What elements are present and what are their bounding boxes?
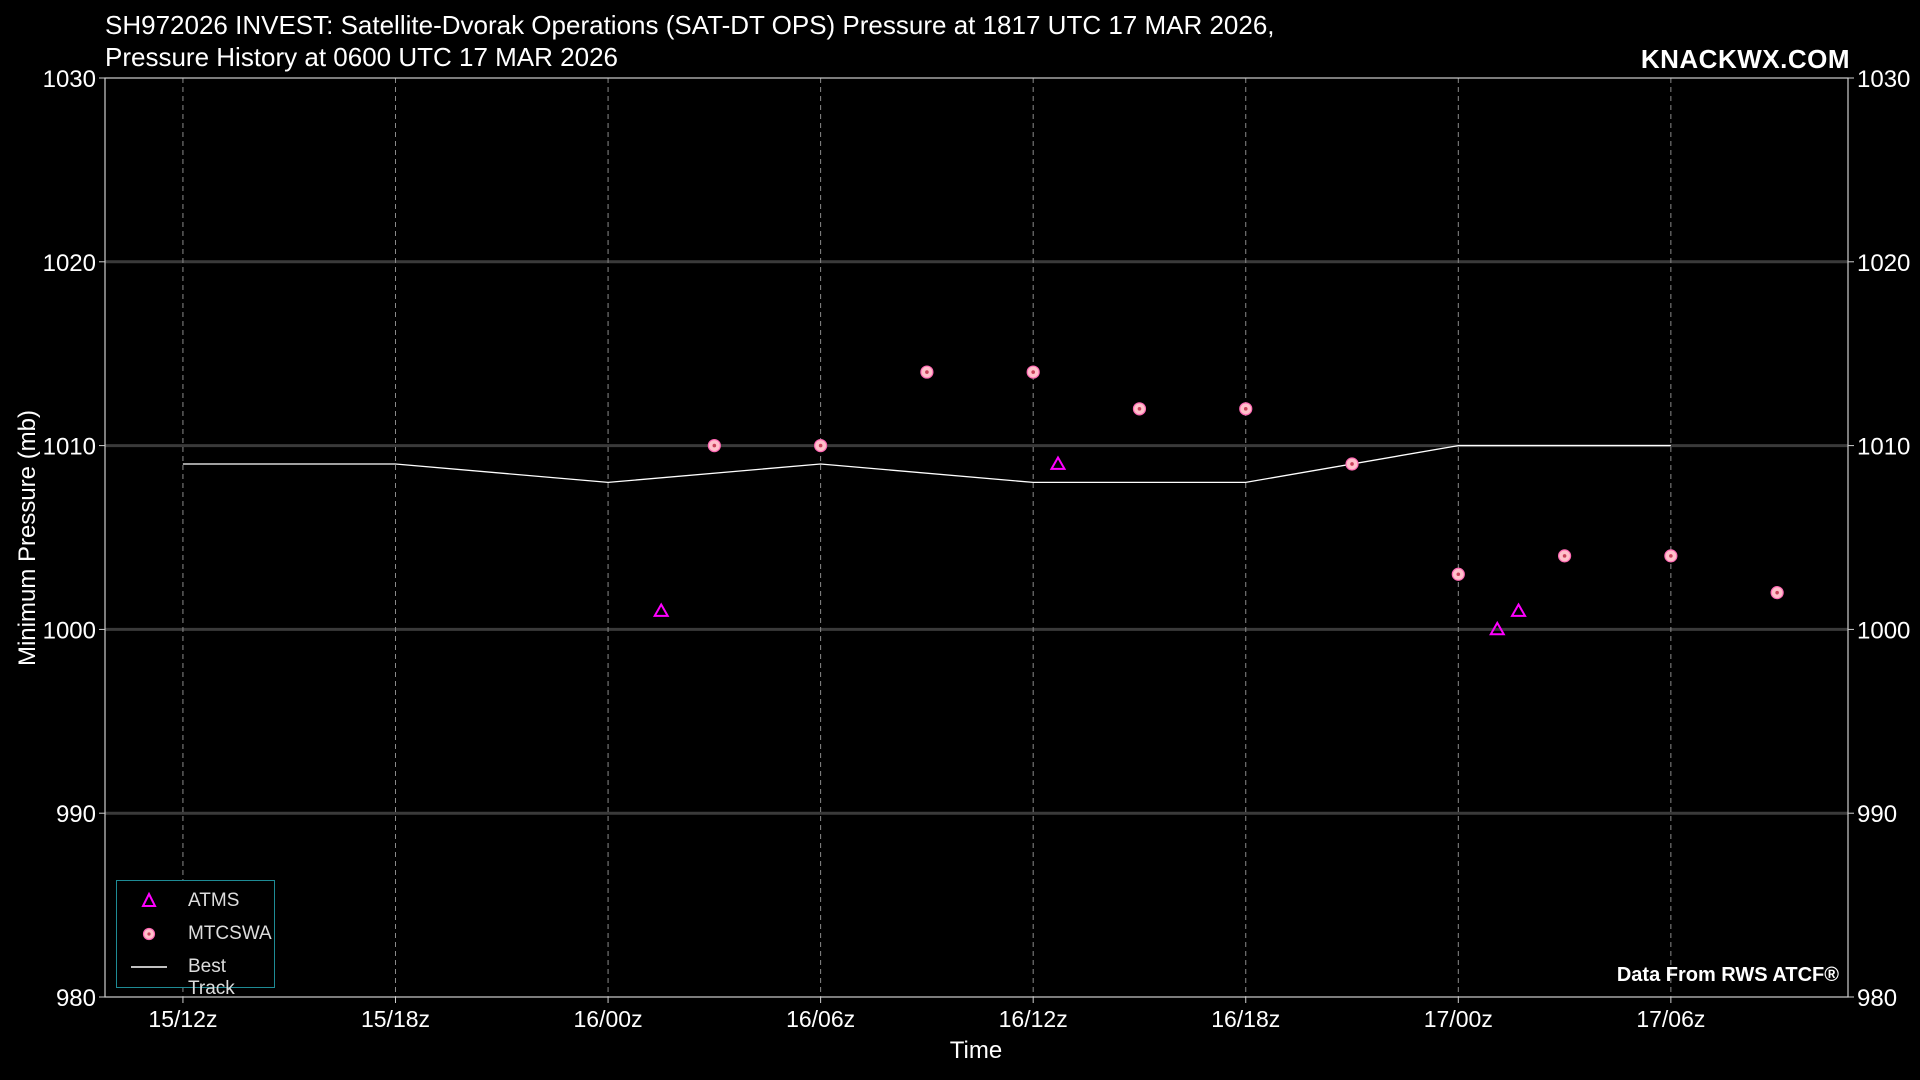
best-track-line	[182, 444, 1671, 484]
atms-point	[1489, 620, 1506, 636]
data-credit: Data From RWS ATCF®	[1616, 964, 1839, 986]
triangle-icon	[141, 891, 157, 907]
x-tick-label: 16/12z	[999, 1006, 1068, 1032]
mtcswa-point-center	[1562, 554, 1567, 558]
x-tick-label: 16/18z	[1211, 1006, 1280, 1032]
mtcswa-point-center	[818, 443, 823, 448]
y-tick-label-right: 980	[1857, 985, 1897, 1012]
circle-dot-icon	[142, 927, 156, 941]
y-tick-label: 1030	[43, 66, 96, 93]
mtcswa-point-center	[925, 370, 929, 374]
chart-title-line2: Pressure History at 0600 UTC 17 MAR 2026	[105, 42, 618, 72]
mtcswa-point-center	[1137, 407, 1142, 411]
legend: ATMS MTCSWA Best Track	[116, 880, 275, 999]
x-axis-label: Time	[950, 1037, 1002, 1064]
mtcswa-point-center	[1775, 590, 1779, 595]
x-tick-label: 17/06z	[1636, 1006, 1705, 1032]
y-axis-label: Minimum Pressure (mb)	[14, 410, 41, 666]
x-tick-label: 15/18z	[361, 1006, 430, 1032]
atms-point	[1510, 602, 1527, 617]
mtcswa-point-center	[1456, 572, 1461, 577]
atms-point	[652, 602, 670, 617]
tick-layer: 980 980 990 990 1000 1000 1010 1010 1020 1020 1030…	[43, 66, 1911, 1032]
y-tick-label-right: 1030	[1857, 66, 1910, 93]
y-tick-label: 1010	[43, 434, 96, 461]
y-tick-label-right: 990	[1857, 801, 1897, 828]
brand-label: KNACKWX.COM	[1640, 44, 1850, 74]
mtcswa-point-center	[1669, 554, 1673, 558]
line-icon	[131, 966, 167, 968]
y-tick-label: 1000	[43, 617, 96, 644]
y-tick-label: 980	[56, 985, 96, 1012]
legend-item-best-track: Best Track	[117, 952, 274, 999]
y-tick-label-right: 1000	[1857, 617, 1910, 644]
mtcswa-point-center	[1350, 462, 1354, 466]
best-track-layer	[182, 444, 1671, 484]
legend-label-mtcswa: MTCSWA	[188, 923, 272, 944]
x-tick-label: 17/00z	[1424, 1006, 1493, 1032]
mtcswa-point-center	[712, 443, 717, 448]
mtcswa-point-center	[1243, 407, 1248, 411]
y-tick-label: 1020	[43, 250, 96, 277]
grid-layer	[105, 78, 1848, 997]
x-tick-label: 15/12z	[148, 1006, 217, 1032]
legend-label-atms: ATMS	[188, 890, 240, 911]
mtcswa-point-center	[1031, 370, 1035, 374]
x-tick-label: 16/00z	[574, 1006, 643, 1032]
y-tick-label-right: 1020	[1857, 250, 1910, 277]
atms-point	[1049, 455, 1067, 470]
legend-label-best-track: Best Track	[188, 956, 235, 999]
y-tick-label: 990	[56, 801, 96, 828]
legend-item-mtcswa: MTCSWA	[117, 919, 274, 949]
legend-item-atms: ATMS	[117, 886, 274, 916]
chart-title-line1: SH972026 INVEST: Satellite-Dvorak Operat…	[105, 10, 1275, 40]
y-tick-label-right: 1010	[1857, 434, 1910, 461]
points-layer	[652, 365, 1784, 636]
x-tick-label: 16/06z	[786, 1006, 855, 1032]
plot-frame	[104, 77, 1849, 998]
